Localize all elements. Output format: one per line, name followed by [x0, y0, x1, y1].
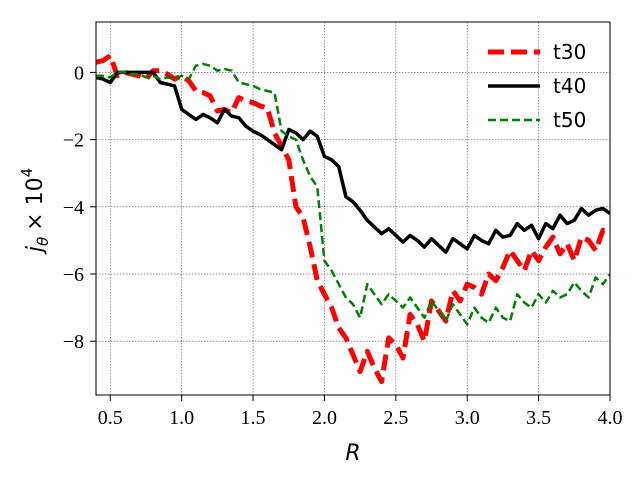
x-tick-label: 1.0: [169, 407, 194, 429]
y-axis-label-factor: × 10: [23, 177, 48, 230]
x-tick-label: 0.5: [98, 407, 123, 429]
y-tick-label: −4: [63, 197, 84, 219]
legend-label-t50: t50: [553, 108, 586, 132]
x-tick-label: 2.0: [312, 407, 337, 429]
legend: t30 t40 t50: [488, 40, 586, 132]
y-tick-label: −2: [63, 130, 84, 152]
x-axis-label: R: [345, 441, 360, 466]
y-axis-label-subscript: θ: [34, 237, 52, 246]
x-tick-label: 3.5: [526, 407, 551, 429]
y-tick-label: −6: [63, 264, 84, 286]
y-tick-label: 0: [74, 62, 84, 84]
legend-label-t30: t30: [553, 40, 586, 64]
y-tick-label: −8: [63, 331, 84, 353]
x-tick-label: 1.5: [241, 407, 266, 429]
x-tick-label: 2.5: [383, 407, 408, 429]
x-tick-label: 4.0: [598, 407, 623, 429]
series-line-t40: [96, 70, 610, 254]
y-axis-label: jθ × 104: [18, 168, 52, 255]
plot-frame: [95, 21, 611, 396]
series-line-t50: [96, 62, 610, 326]
x-tick-label: 3.0: [455, 407, 480, 429]
y-axis-label-symbol: j: [23, 245, 48, 255]
y-axis-label-exponent: 4: [18, 168, 36, 178]
series-line-t30: [96, 53, 610, 385]
data-series: [96, 53, 610, 385]
axis-ticks: 0.5 1.0 1.5 2.0 2.5 3.0 3.5 4.0 0 −2 −4 −6 −8: [63, 62, 623, 429]
legend-label-t40: t40: [553, 74, 586, 98]
